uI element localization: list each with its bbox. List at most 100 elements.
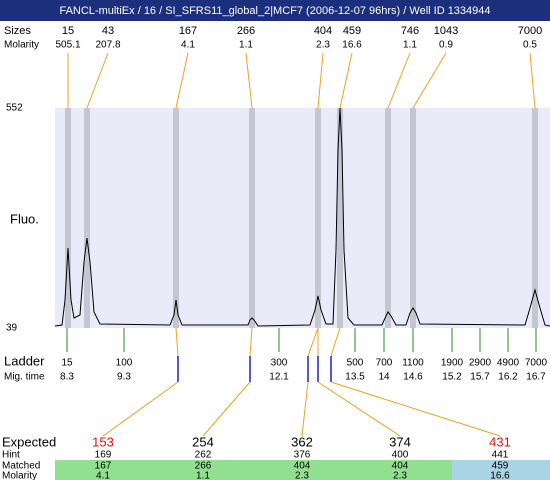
molarity-label: Molarity [4, 40, 39, 51]
peak-band [410, 108, 416, 328]
peak-molarity: 0.9 [439, 40, 453, 51]
y-tick-label: 39 [6, 323, 18, 334]
table-cell: 169 [95, 450, 112, 461]
peak-band [84, 108, 90, 328]
size-label: Sizes [4, 25, 31, 37]
table-cell: 2.3 [295, 471, 309, 480]
ladder-label: Ladder [4, 353, 45, 368]
title-bar [0, 0, 550, 21]
table-cell: 374 [389, 434, 411, 449]
peak-band [249, 108, 255, 328]
ladder-size: 2900 [469, 358, 492, 369]
connector [339, 52, 353, 109]
peak-size: 459 [343, 25, 361, 37]
ladder-size: 700 [376, 358, 393, 369]
peak-band [532, 108, 538, 328]
peak-band [385, 108, 391, 328]
peak-molarity: 1.1 [403, 40, 417, 51]
mig-time: 14.6 [403, 372, 423, 383]
mig-time: 16.2 [498, 372, 518, 383]
table-cell: 262 [195, 450, 212, 461]
ladder-size: 500 [347, 358, 364, 369]
connector [245, 52, 253, 109]
ladder-size: 300 [271, 358, 288, 369]
peak-molarity: 16.6 [342, 40, 362, 51]
peak-size: 404 [314, 25, 332, 37]
connector [330, 327, 341, 357]
peak-band [65, 108, 71, 328]
mig-time: 13.5 [345, 372, 365, 383]
peak-molarity: 505.1 [55, 40, 80, 51]
ladder-size: 1100 [402, 358, 424, 369]
table-cell: 376 [294, 450, 311, 461]
mig-time: 15.2 [442, 372, 462, 383]
peak-size: 43 [102, 25, 114, 37]
connector [175, 327, 179, 357]
table-cell: 153 [92, 434, 114, 449]
mig-time: 8.3 [60, 372, 74, 383]
peak-band [337, 108, 343, 328]
peak-size: 1043 [434, 25, 458, 37]
ladder-size: 1900 [441, 358, 464, 369]
peak-molarity: 207.8 [95, 40, 120, 51]
matched-bg [452, 460, 550, 480]
mig-time: 9.3 [117, 372, 131, 383]
table-cell: 1.1 [196, 471, 210, 480]
ladder-size: 100 [116, 358, 133, 369]
row-label: Hint [2, 450, 20, 461]
connector [317, 381, 401, 437]
row-label: Expected [2, 434, 56, 449]
mig-time: 16.7 [526, 372, 546, 383]
connector [301, 381, 309, 437]
table-cell: 459 [492, 461, 509, 472]
matched-bg [55, 460, 452, 480]
table-cell: 266 [195, 461, 212, 472]
plot-area [55, 108, 550, 328]
ladder-size: 7000 [525, 358, 548, 369]
mig-time: 15.7 [470, 372, 490, 383]
connector [412, 52, 447, 109]
row-label: Molarity [2, 471, 37, 480]
title: FANCL-multiEx / 16 / SI_SFRS11_global_2|… [59, 5, 490, 17]
ladder-size: 15 [61, 358, 73, 369]
peak-size: 15 [62, 25, 74, 37]
axis-label: Fluo. [10, 211, 39, 226]
connector [202, 381, 251, 437]
table-cell: 400 [392, 450, 409, 461]
connector [249, 327, 253, 357]
mig-time-label: Mig. time [4, 372, 45, 383]
table-cell: 167 [95, 461, 112, 472]
connector [529, 52, 536, 109]
peak-band [315, 108, 321, 328]
table-cell: 2.3 [393, 471, 407, 480]
peak-molarity: 4.1 [181, 40, 195, 51]
peak-size: 7000 [518, 25, 542, 37]
peak-molarity: 2.3 [316, 40, 330, 51]
connector [86, 52, 109, 109]
table-cell: 404 [294, 461, 311, 472]
table-cell: 404 [392, 461, 409, 472]
table-cell: 16.6 [490, 471, 510, 480]
peak-size: 746 [401, 25, 419, 37]
peak-size: 266 [237, 25, 255, 37]
connector [387, 52, 411, 109]
row-label: Matched [2, 461, 40, 472]
table-cell: 4.1 [96, 471, 110, 480]
peak-molarity: 1.1 [239, 40, 253, 51]
peak-molarity: 0.5 [523, 40, 537, 51]
table-cell: 441 [492, 450, 509, 461]
ladder-size: 4900 [497, 358, 520, 369]
table-cell: 431 [489, 434, 511, 449]
connector [330, 381, 501, 437]
table-cell: 254 [192, 434, 214, 449]
y-tick-label: 552 [6, 103, 23, 114]
connector [307, 327, 319, 357]
mig-time: 12.1 [269, 372, 289, 383]
connector [102, 381, 179, 437]
peak-size: 167 [179, 25, 197, 37]
mig-time: 14 [378, 372, 390, 383]
connector [175, 52, 189, 109]
trace [54, 107, 550, 327]
table-cell: 362 [291, 434, 313, 449]
